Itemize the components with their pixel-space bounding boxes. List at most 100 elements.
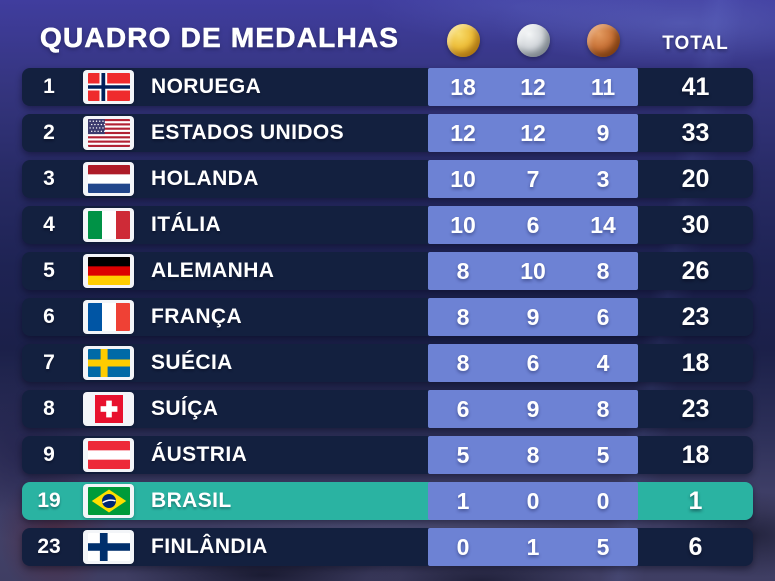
country-name: FRANÇA <box>151 305 243 328</box>
bronze-count: 8 <box>596 257 610 284</box>
rank-label: 2 <box>43 121 55 144</box>
total-count: 41 <box>681 72 710 101</box>
gold-medal-icon <box>446 23 480 57</box>
total-count: 26 <box>681 256 710 285</box>
usa-flag-icon <box>87 119 130 147</box>
bronze-count: 0 <box>596 487 610 514</box>
silver-count: 12 <box>520 73 546 100</box>
silver-count: 1 <box>526 533 540 560</box>
flag-card <box>83 392 134 426</box>
country-name: ESTADOS UNIDOS <box>151 121 345 144</box>
sweden-flag-icon <box>87 349 130 377</box>
silver-count: 9 <box>526 395 540 422</box>
flag-cell <box>76 346 141 380</box>
table-header: QUADRO DE MEDALHAS TOTAL <box>22 0 753 68</box>
total-count: 18 <box>681 348 710 377</box>
country-name: ÁUSTRIA <box>151 443 248 466</box>
table-row: 23 FINLÂNDIA 0 1 5 6 <box>22 528 753 566</box>
bronze-count: 5 <box>596 533 610 560</box>
country-name: BRASIL <box>151 489 232 512</box>
flag-card <box>83 530 134 564</box>
bronze-count: 6 <box>596 303 610 330</box>
flag-cell <box>76 116 141 150</box>
table-row: 9 ÁUSTRIA 5 8 5 18 <box>22 436 753 474</box>
gold-count: 8 <box>456 257 470 284</box>
flag-cell <box>76 392 141 426</box>
medal-counts-panel: 10 6 14 <box>428 206 638 244</box>
medal-counts-panel: 18 12 11 <box>428 68 638 106</box>
medal-icons-group <box>428 23 638 57</box>
rank-label: 4 <box>43 213 55 236</box>
flag-cell <box>76 530 141 564</box>
bronze-count: 11 <box>590 73 616 100</box>
gold-count: 8 <box>456 349 470 376</box>
bronze-count: 4 <box>596 349 610 376</box>
medal-counts-panel: 8 9 6 <box>428 298 638 336</box>
flag-cell <box>76 300 141 334</box>
medal-counts-panel: 12 12 9 <box>428 114 638 152</box>
silver-count: 6 <box>526 349 540 376</box>
total-count: 6 <box>688 532 703 561</box>
germany-flag-icon <box>87 257 130 285</box>
silver-count: 10 <box>520 257 546 284</box>
norway-flag-icon <box>87 73 130 101</box>
medal-counts-panel: 8 10 8 <box>428 252 638 290</box>
gold-count: 12 <box>450 119 476 146</box>
table-row: 3 HOLANDA 10 7 3 20 <box>22 160 753 198</box>
table-row: 1 NORUEGA 18 12 11 41 <box>22 68 753 106</box>
medal-counts-panel: 1 0 0 <box>428 482 638 520</box>
country-name: SUÉCIA <box>151 351 233 374</box>
country-name: ITÁLIA <box>151 213 222 236</box>
table-row: 19 BRASIL 1 0 0 1 <box>22 482 753 520</box>
bronze-count: 3 <box>596 165 610 192</box>
flag-card <box>83 438 134 472</box>
silver-count: 9 <box>526 303 540 330</box>
silver-count: 12 <box>520 119 546 146</box>
rank-label: 6 <box>43 305 55 328</box>
gold-count: 10 <box>450 211 476 238</box>
total-column-header: TOTAL <box>662 33 729 54</box>
country-name: NORUEGA <box>151 75 262 98</box>
rank-label: 5 <box>43 259 55 282</box>
gold-count: 1 <box>456 487 470 514</box>
flag-card <box>83 70 134 104</box>
rank-label: 19 <box>37 489 61 512</box>
total-count: 20 <box>681 164 710 193</box>
bronze-count: 14 <box>590 211 616 238</box>
total-count: 1 <box>688 486 703 515</box>
flag-card <box>83 116 134 150</box>
rank-label: 8 <box>43 397 55 420</box>
table-row: 4 ITÁLIA 10 6 14 30 <box>22 206 753 244</box>
brazil-flag-icon <box>87 487 130 515</box>
rank-label: 3 <box>43 167 55 190</box>
medal-counts-panel: 8 6 4 <box>428 344 638 382</box>
austria-flag-icon <box>87 441 130 469</box>
finland-flag-icon <box>87 533 130 561</box>
silver-count: 7 <box>526 165 540 192</box>
table-row: 7 SUÉCIA 8 6 4 18 <box>22 344 753 382</box>
table-row: 5 ALEMANHA 8 10 8 26 <box>22 252 753 290</box>
rank-label: 23 <box>37 535 61 558</box>
medal-counts-panel: 10 7 3 <box>428 160 638 198</box>
country-name: FINLÂNDIA <box>151 535 268 558</box>
silver-count: 8 <box>526 441 540 468</box>
flag-card <box>83 254 134 288</box>
total-count: 23 <box>681 302 710 331</box>
flag-card <box>83 162 134 196</box>
flag-cell <box>76 208 141 242</box>
medal-counts-panel: 6 9 8 <box>428 390 638 428</box>
gold-count: 0 <box>456 533 470 560</box>
gold-count: 8 <box>456 303 470 330</box>
gold-count: 6 <box>456 395 470 422</box>
flag-cell <box>76 254 141 288</box>
rank-label: 7 <box>43 351 55 374</box>
medal-table-rows: 1 NORUEGA 18 12 11 41 2 ESTADOS UNIDOS 1… <box>22 68 753 566</box>
page-title: QUADRO DE MEDALHAS <box>40 22 400 54</box>
flag-card <box>83 346 134 380</box>
total-count: 18 <box>681 440 710 469</box>
silver-count: 0 <box>526 487 540 514</box>
total-count: 33 <box>681 118 710 147</box>
flag-card <box>83 300 134 334</box>
italy-flag-icon <box>87 211 130 239</box>
